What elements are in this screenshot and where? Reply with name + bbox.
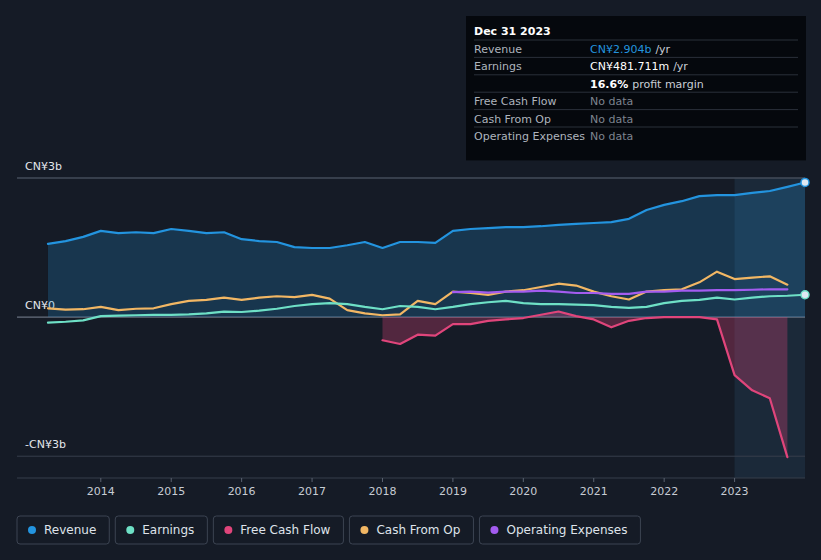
tooltip-unit: /yr <box>655 43 670 56</box>
legend-box <box>17 516 109 544</box>
series-line <box>48 295 805 323</box>
legend-label: Operating Expenses <box>506 523 627 537</box>
legend-swatch <box>490 526 498 534</box>
legend-swatch <box>126 526 134 534</box>
legend-box <box>349 516 473 544</box>
x-tick-label: 2018 <box>368 485 396 498</box>
tooltip-separator <box>474 40 798 41</box>
x-tick-label: 2014 <box>87 485 115 498</box>
top-frame-line <box>17 178 805 179</box>
tooltip-separator <box>474 127 798 128</box>
legend-item: Free Cash Flow <box>213 516 343 544</box>
tooltip-separator <box>474 57 798 58</box>
x-tick-label: 2023 <box>721 485 749 498</box>
x-tick <box>734 478 735 482</box>
tooltip-separator <box>474 109 798 110</box>
legend-label: Earnings <box>142 523 194 537</box>
legend-label: Free Cash Flow <box>240 523 330 537</box>
series-line <box>48 182 805 248</box>
x-tick <box>593 478 594 482</box>
legend-item: Revenue <box>17 516 109 544</box>
tooltip-value: No data <box>590 95 633 108</box>
tooltip-value: No data <box>590 113 633 126</box>
legend-swatch <box>28 526 36 534</box>
tooltip-label: Revenue <box>474 43 522 56</box>
tooltip: Dec 31 2023 Revenue CN¥2.904b/yr Earnings CN… <box>466 16 806 160</box>
tooltip-value: 16.6% <box>590 78 628 91</box>
legend-item: Earnings <box>115 516 207 544</box>
chart: CN¥3bCN¥0-CN¥3b2014201520162017201820192… <box>0 0 821 560</box>
legend-swatch <box>360 526 368 534</box>
hover-dot <box>801 178 809 186</box>
tooltip-date: Dec 31 2023 <box>474 25 551 38</box>
x-tick-label: 2020 <box>509 485 537 498</box>
x-tick-label: 2016 <box>228 485 256 498</box>
x-tick-label: 2017 <box>298 485 326 498</box>
tooltip-separator <box>474 92 798 93</box>
legend-box <box>115 516 207 544</box>
legend-swatch <box>224 526 232 534</box>
series-line <box>382 312 787 458</box>
x-tick-label: 2015 <box>157 485 185 498</box>
area <box>48 182 805 317</box>
series-line <box>453 289 787 294</box>
grid-line <box>17 178 805 179</box>
x-tick <box>382 478 383 482</box>
x-tick <box>312 478 313 482</box>
tooltip-label: Cash From Op <box>474 113 551 126</box>
x-tick <box>171 478 172 482</box>
x-axis-line <box>17 478 805 479</box>
x-tick <box>452 478 453 482</box>
tooltip-box <box>466 16 806 160</box>
x-tick <box>100 478 101 482</box>
x-tick-label: 2022 <box>650 485 678 498</box>
tooltip-value: CN¥2.904b <box>590 43 651 56</box>
y-tick-label: -CN¥3b <box>25 438 66 451</box>
legend-box <box>213 516 343 544</box>
tooltip-unit: /yr <box>673 60 688 73</box>
tooltip-separator <box>474 74 798 75</box>
tooltip-label: Free Cash Flow <box>474 95 557 108</box>
tooltip-note: profit margin <box>632 78 704 91</box>
tooltip-label: Operating Expenses <box>474 130 585 143</box>
tooltip-value: No data <box>590 130 633 143</box>
y-tick-label: CN¥3b <box>25 160 62 173</box>
legend-label: Revenue <box>44 523 96 537</box>
x-tick-label: 2019 <box>439 485 467 498</box>
legend-item: Cash From Op <box>349 516 473 544</box>
legend-box <box>479 516 640 544</box>
hover-dot <box>801 291 809 299</box>
tooltip-label: Earnings <box>474 60 522 73</box>
x-tick <box>241 478 242 482</box>
x-tick <box>523 478 524 482</box>
legend-item: Operating Expenses <box>479 516 640 544</box>
plot-marks <box>48 182 805 457</box>
legend-label: Cash From Op <box>376 523 460 537</box>
grid-line <box>17 456 805 457</box>
series-line <box>48 272 787 316</box>
x-tick-label: 2021 <box>580 485 608 498</box>
area <box>382 312 787 458</box>
tooltip-value: CN¥481.711m <box>590 60 669 73</box>
x-tick <box>664 478 665 482</box>
